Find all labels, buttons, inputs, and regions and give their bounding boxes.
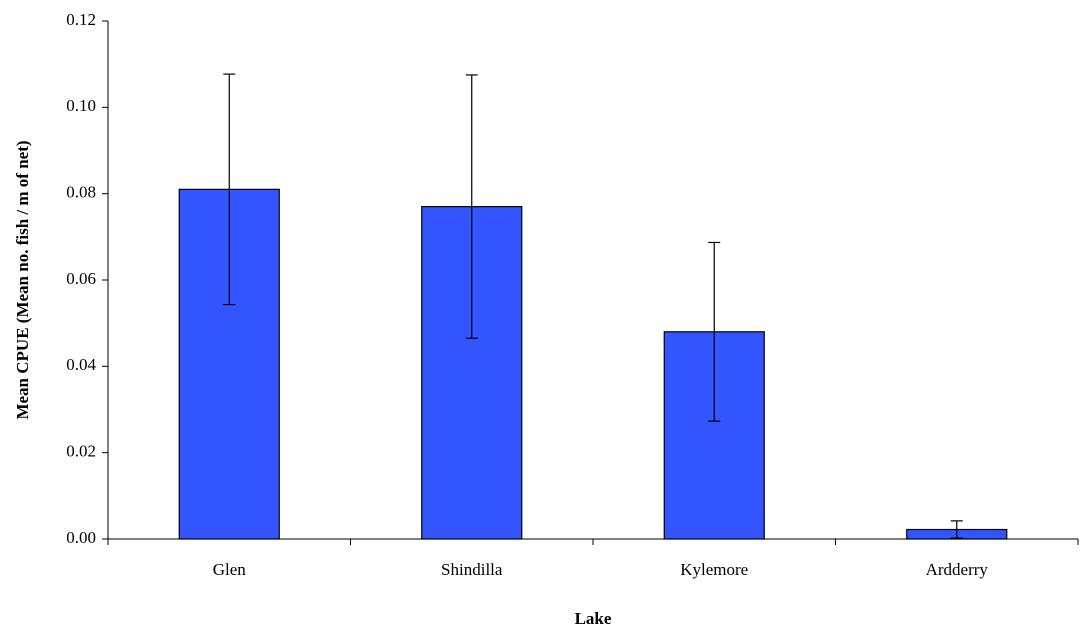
error-bar [465, 74, 478, 339]
error-bar [950, 520, 963, 539]
x-tick-label: Glen [213, 560, 247, 579]
y-tick-label: 0.00 [66, 528, 96, 547]
y-tick-label: 0.04 [66, 355, 96, 374]
error-bar [223, 73, 236, 306]
y-tick-label: 0.10 [66, 96, 96, 115]
x-tick-label: Ardderry [926, 560, 989, 579]
y-tick-label: 0.12 [66, 10, 96, 29]
x-axis-label: Lake [575, 609, 612, 628]
x-tick-label: Shindilla [441, 560, 503, 579]
x-tick-label: Kylemore [680, 560, 748, 579]
error-bar [708, 241, 721, 422]
y-tick-label: 0.02 [66, 442, 96, 461]
y-tick-label: 0.08 [66, 183, 96, 202]
y-tick-label: 0.06 [66, 269, 96, 288]
y-axis-label: Mean CPUE (Mean no. fish / m of net) [13, 140, 32, 419]
